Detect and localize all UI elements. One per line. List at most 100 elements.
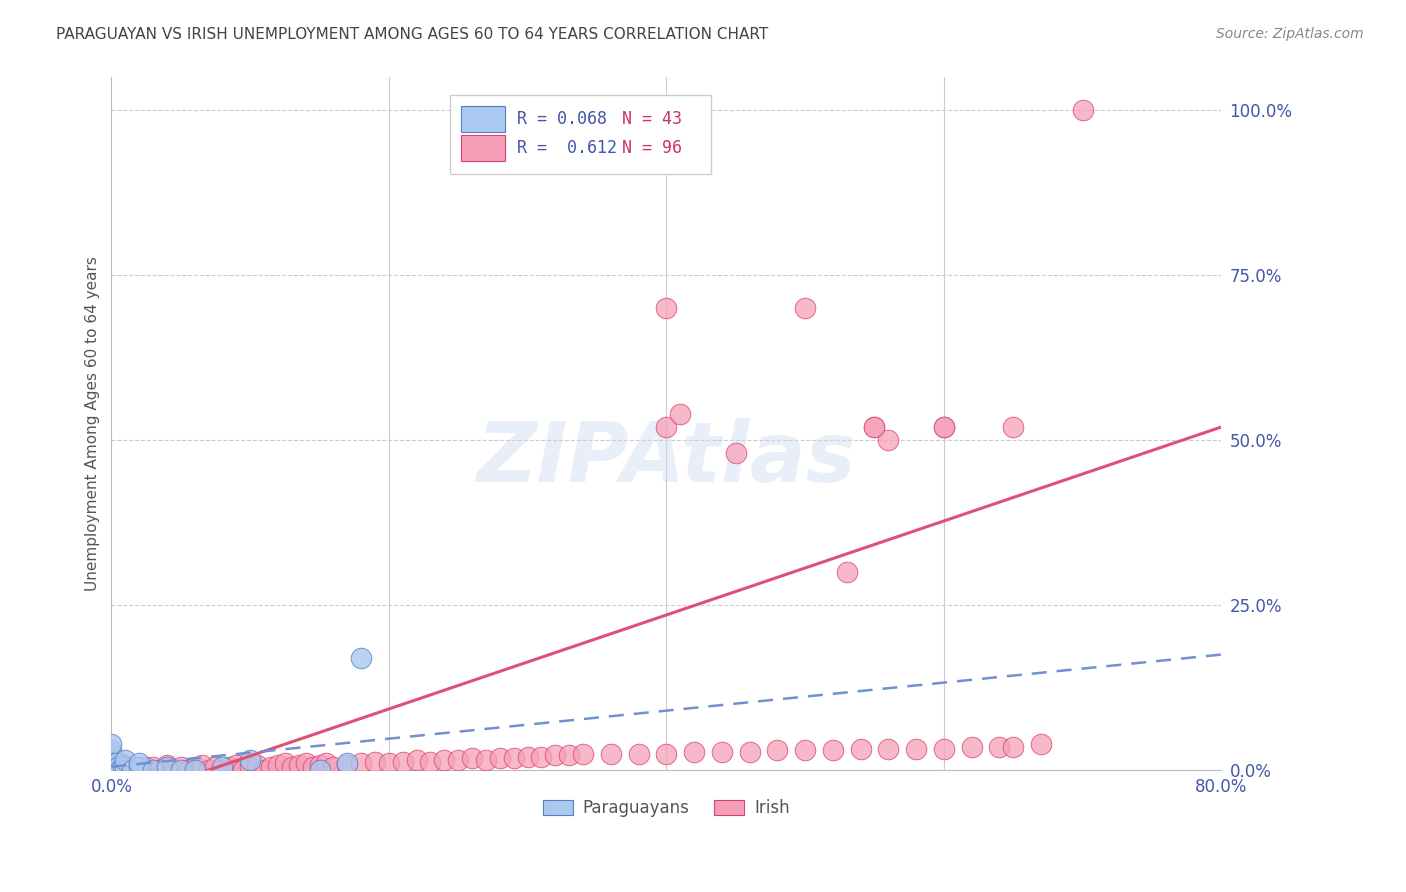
Point [105,763,128,777]
Point [100,760,122,774]
Point [114,763,136,777]
Point [246,757,269,772]
Text: R = 0.068: R = 0.068 [516,110,606,128]
Point [932,420,955,434]
Point [100,747,122,761]
Point [475,753,498,767]
Point [877,434,900,448]
Point [183,760,205,774]
Point [218,760,240,774]
Point [142,760,165,774]
Point [108,756,131,771]
Point [100,763,122,777]
Point [530,749,553,764]
Point [100,737,122,751]
Point [572,747,595,761]
Point [877,742,900,756]
Point [1029,737,1052,751]
Point [128,760,150,774]
Point [128,763,150,777]
Point [100,753,122,767]
Point [156,760,179,774]
Point [232,763,254,777]
Point [107,760,129,774]
Point [433,753,456,767]
Point [100,763,122,777]
Point [101,756,124,771]
Point [558,748,581,763]
Point [267,757,290,772]
Point [100,757,122,772]
Point [190,757,212,772]
Point [863,420,886,434]
Point [100,763,122,777]
Point [447,753,470,767]
Point [100,753,122,767]
Text: R =  0.612: R = 0.612 [516,139,616,157]
Point [655,747,678,761]
Point [103,763,125,777]
Point [308,757,330,772]
Point [101,763,124,777]
Point [1071,103,1094,118]
Point [627,747,650,761]
Point [100,763,122,777]
Point [110,763,132,777]
Point [128,756,150,771]
Point [114,753,136,767]
Point [121,763,143,777]
Point [103,763,125,777]
Point [183,763,205,777]
Point [336,756,359,771]
Point [105,763,128,777]
Point [350,756,373,771]
Point [225,757,247,772]
Point [142,763,165,777]
Point [100,743,122,757]
Point [835,565,858,579]
Point [794,743,817,757]
Point [125,760,148,774]
Point [211,760,233,774]
Point [287,757,309,772]
Point [738,745,761,759]
Point [322,760,344,774]
Point [100,763,122,777]
Point [253,763,276,777]
Point [100,755,122,769]
Point [156,760,179,774]
Point [391,755,413,769]
FancyBboxPatch shape [461,106,505,132]
Point [142,763,165,777]
Point [156,757,179,772]
Point [1002,739,1025,754]
Point [301,760,323,774]
Point [104,760,127,774]
Point [100,763,122,777]
Point [766,743,789,757]
Point [378,756,401,771]
Point [599,747,621,761]
Point [960,739,983,754]
Point [683,745,706,759]
Point [544,748,567,763]
Point [502,751,524,765]
Point [239,760,262,774]
Point [669,407,692,421]
Point [135,760,157,774]
Point [1002,420,1025,434]
Point [100,763,122,777]
Point [100,749,122,764]
Point [121,763,143,777]
Point [260,760,283,774]
Point [163,763,186,777]
Point [308,763,330,777]
Point [100,756,122,771]
Point [794,301,817,316]
Point [350,651,373,665]
Point [104,756,127,771]
Point [405,753,427,767]
Point [239,753,262,767]
Point [821,743,844,757]
Point [849,742,872,756]
